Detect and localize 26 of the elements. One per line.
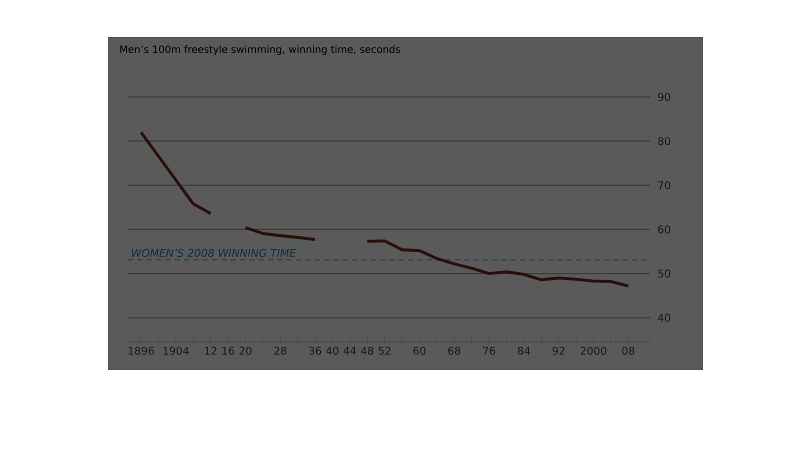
ref-line-label: WOMEN’S 2008 WINNING TIME	[132, 248, 296, 257]
x-tick-label: 16	[222, 346, 234, 355]
x-tick-label: 28	[274, 346, 286, 355]
x-tick-label: 68	[448, 346, 460, 355]
x-tick-label: 44	[344, 346, 356, 354]
x-tick-label: 52	[378, 346, 390, 355]
x-tick-label: 2000	[580, 346, 606, 355]
x-tick-label: 84	[518, 346, 530, 355]
x-tick-label: 48	[360, 346, 374, 355]
chart-title: Men’s 100m freestyle swimming, winning time, seconds	[120, 45, 400, 55]
x-tick-label: 1896	[128, 346, 154, 355]
y-tick-label: 70	[658, 181, 670, 190]
x-tick-label: 36	[309, 346, 322, 355]
x-tick-label: 92	[552, 346, 564, 355]
y-tick-label: 60	[658, 225, 670, 234]
y-tick-label: 50	[658, 270, 670, 278]
x-tick-label: 40	[326, 346, 339, 355]
x-tick-label: 12	[205, 346, 216, 355]
x-tick-label: 1904	[163, 346, 189, 355]
x-tick-label: 76	[483, 346, 496, 355]
y-tick-label: 80	[658, 137, 670, 146]
x-tick-label: 08	[622, 346, 634, 355]
y-tick-label: 40	[658, 314, 670, 322]
y-tick-label: 90	[658, 92, 670, 102]
x-tick-label: 60	[413, 346, 426, 355]
x-tick-label: 20	[239, 346, 252, 355]
